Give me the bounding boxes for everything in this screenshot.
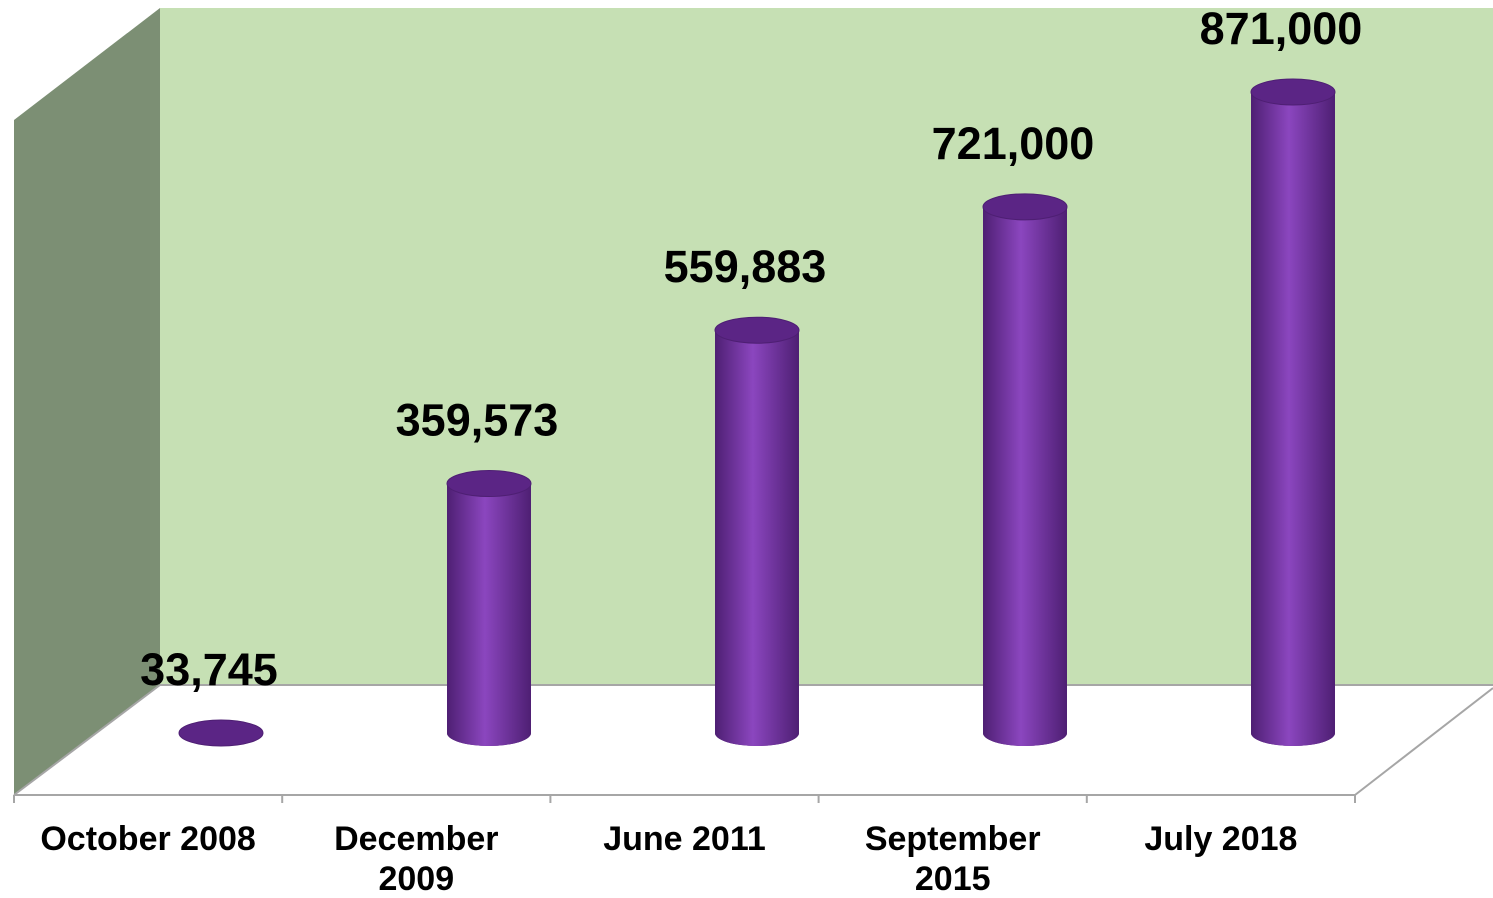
- bar-top: [178, 719, 264, 747]
- floor-side-edge: [13, 684, 161, 796]
- bar-body: [447, 483, 531, 733]
- bar-top: [982, 193, 1068, 221]
- bar-top: [446, 470, 532, 498]
- x-axis-ticks: [13, 795, 1356, 803]
- bars: [178, 78, 1336, 747]
- data-label: 871,000: [1200, 3, 1363, 54]
- bar: [178, 719, 264, 747]
- bar: [982, 193, 1068, 746]
- bar-body: [1251, 92, 1335, 733]
- bar-top: [1250, 78, 1336, 106]
- category-labels: October 2008 December 2009 June 2011 Septemb…: [40, 820, 1297, 898]
- data-label: 721,000: [932, 118, 1095, 169]
- bar-base-front: [1251, 733, 1335, 746]
- value-labels: 33,745 359,573 559,883 721,000 871,000: [140, 3, 1362, 695]
- category-label: September 2015: [865, 820, 1041, 898]
- category-label: December 2009: [334, 820, 498, 898]
- bar: [446, 470, 532, 746]
- data-label: 559,883: [664, 241, 827, 292]
- bar-body: [715, 330, 799, 733]
- category-label: October 2008: [40, 820, 255, 858]
- category-label: June 2011: [603, 820, 766, 858]
- bar-base-front: [983, 733, 1067, 746]
- category-label: July 2018: [1144, 820, 1297, 858]
- bar-base-front: [715, 733, 799, 746]
- data-label: 359,573: [396, 395, 559, 446]
- data-label: 33,745: [140, 644, 278, 695]
- bar-base-front: [447, 733, 531, 746]
- bar: [714, 316, 800, 746]
- bar-body: [983, 206, 1067, 733]
- bar: [1250, 78, 1336, 746]
- bar-top: [714, 316, 800, 344]
- floor-right-edge: [1354, 687, 1493, 796]
- side-wall: [14, 8, 160, 795]
